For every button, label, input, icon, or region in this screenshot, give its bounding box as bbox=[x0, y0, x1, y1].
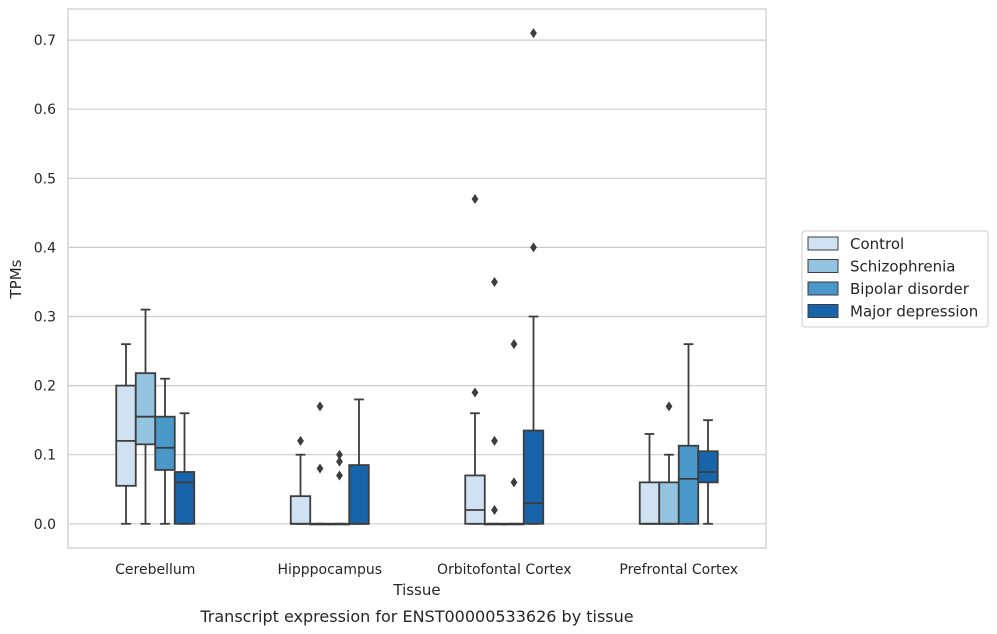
box-plot bbox=[483, 276, 506, 526]
x-tick-label: Orbitofontal Cortex bbox=[437, 562, 572, 578]
box-layer bbox=[115, 28, 719, 526]
box bbox=[115, 384, 137, 487]
legend-swatch bbox=[807, 281, 839, 296]
y-tick-label: 0.4 bbox=[34, 240, 56, 256]
outlier-point bbox=[530, 242, 537, 253]
outlier-point bbox=[491, 276, 498, 287]
box-plot bbox=[677, 343, 700, 525]
outlier-point bbox=[530, 28, 537, 39]
legend-swatch bbox=[807, 236, 839, 251]
y-tick-label: 0.6 bbox=[34, 102, 56, 118]
box bbox=[697, 450, 719, 484]
box-plot bbox=[115, 343, 137, 525]
box-plot bbox=[522, 28, 545, 525]
y-axis-label: TPMs bbox=[7, 259, 25, 299]
box-plot bbox=[464, 194, 486, 525]
legend: Control Schizophrenia Bipolar disorder Majo… bbox=[801, 230, 989, 328]
legend-label: Control bbox=[850, 235, 904, 253]
box-plot bbox=[328, 449, 351, 526]
box bbox=[134, 372, 157, 446]
outlier-point bbox=[336, 456, 343, 467]
outlier-point bbox=[510, 477, 518, 488]
outlier-point bbox=[297, 435, 304, 446]
box-plot bbox=[348, 398, 370, 525]
y-tick-label: 0.2 bbox=[34, 379, 56, 395]
plot-frame bbox=[67, 8, 767, 549]
outlier-point bbox=[316, 401, 324, 412]
y-tick-label: 0.5 bbox=[34, 171, 56, 187]
legend-frame bbox=[801, 230, 989, 328]
outlier-point bbox=[491, 435, 498, 446]
y-tick-label: 0.3 bbox=[34, 310, 56, 326]
box bbox=[638, 481, 661, 525]
legend-label: Major depression bbox=[850, 303, 978, 321]
box-plot bbox=[503, 339, 525, 526]
box bbox=[522, 429, 545, 525]
box-plot bbox=[134, 308, 157, 525]
y-tick-label: 0.7 bbox=[34, 33, 56, 49]
x-axis-label: Tissue bbox=[392, 581, 440, 599]
x-tick-label: Cerebellum bbox=[115, 562, 195, 578]
box bbox=[677, 444, 700, 525]
outlier-point bbox=[336, 449, 343, 460]
legend-swatch bbox=[807, 304, 839, 318]
chart-caption: Transcript expression for ENST0000053362… bbox=[199, 607, 633, 626]
x-tick-labels: Cerebellum Hipppocampus Orbitofontal Corte… bbox=[115, 562, 738, 578]
x-tick-label: Hipppocampus bbox=[277, 562, 382, 578]
outlier-point bbox=[316, 463, 324, 474]
y-tick-label: 0.1 bbox=[34, 448, 56, 464]
box-plot bbox=[154, 377, 176, 525]
legend-label: Schizophrenia bbox=[850, 258, 955, 276]
outlier-point bbox=[510, 339, 518, 350]
outlier-point bbox=[665, 401, 673, 412]
legend-items: Control Schizophrenia Bipolar disorder Majo… bbox=[807, 235, 978, 321]
outlier-point bbox=[491, 504, 498, 515]
legend-swatch bbox=[807, 259, 839, 273]
box bbox=[658, 481, 680, 525]
x-tick-label: Prefrontal Cortex bbox=[619, 562, 738, 578]
outlier-point bbox=[471, 387, 479, 398]
box bbox=[289, 495, 312, 525]
outlier-point bbox=[336, 470, 343, 481]
legend-label: Bipolar disorder bbox=[850, 280, 970, 298]
box-plot bbox=[173, 412, 196, 525]
y-tick-labels: 0.0 0.1 0.2 0.3 0.4 0.5 0.6 0.7 bbox=[34, 33, 56, 533]
box bbox=[173, 471, 196, 525]
box bbox=[464, 474, 486, 525]
box-plot bbox=[658, 401, 680, 525]
box-plot bbox=[697, 419, 719, 525]
box bbox=[348, 464, 370, 525]
box-plot bbox=[289, 435, 312, 525]
outlier-point bbox=[471, 194, 479, 205]
box bbox=[154, 415, 176, 471]
y-tick-label: 0.0 bbox=[34, 517, 56, 533]
